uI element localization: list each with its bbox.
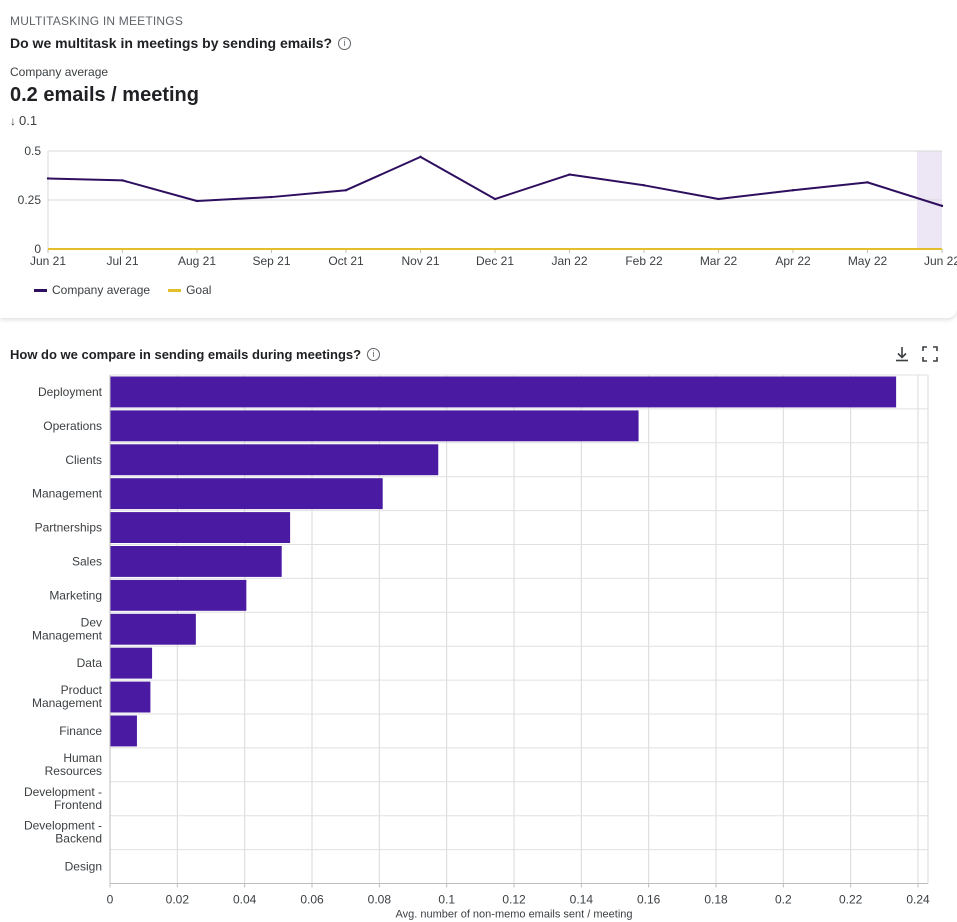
category-label: Marketing: [49, 588, 102, 602]
delta-value: 0.1: [19, 113, 38, 128]
y-tick-label: 0: [34, 242, 41, 256]
x-tick-label: May 22: [848, 254, 888, 268]
x-tick-label: Dec 21: [476, 254, 514, 268]
x-tick-label: 0.06: [300, 893, 324, 907]
bar: [110, 478, 383, 510]
x-tick-label: 0.12: [502, 893, 526, 907]
data-point-company-average: [195, 199, 199, 203]
legend-item-goal[interactable]: Goal: [168, 283, 211, 297]
x-tick-label: Jun 21: [30, 254, 66, 268]
company-average-label: Company average: [10, 65, 109, 79]
x-axis-label: Avg. number of non-memo emails sent / me…: [395, 909, 632, 921]
x-tick-label: 0.16: [637, 893, 661, 907]
category-label: Management: [32, 487, 103, 501]
category-label: Development -Backend: [24, 819, 102, 846]
x-tick-label: 0.22: [839, 893, 863, 907]
trend-card: MULTITASKING IN MEETINGS Do we multitask…: [0, 0, 957, 318]
bar: [110, 579, 247, 611]
x-tick-label: 0.14: [570, 893, 594, 907]
data-point-company-average: [270, 195, 273, 199]
legend-swatch-company-average: [34, 288, 47, 292]
data-point-company-average: [568, 173, 571, 176]
data-point-company-average: [121, 179, 124, 182]
bar-chart: 0 0.02 0.04 0.06 0.08 0.1 0.12 0.14 0.16 0.18 0.2 0…: [24, 374, 930, 921]
trend-delta: ↓ 0.1: [10, 113, 37, 128]
data-point-company-average: [717, 197, 720, 201]
bar: [110, 613, 196, 645]
x-tick-label: Aug 21: [178, 254, 216, 268]
data-point-company-average: [344, 189, 348, 192]
category-label: Data: [77, 656, 103, 670]
x-tick-label: Feb 22: [625, 254, 663, 268]
info-icon[interactable]: i: [338, 36, 352, 50]
data-point-company-average: [46, 177, 50, 180]
bar: [110, 546, 282, 577]
bar: [110, 444, 439, 476]
data-point-company-average: [940, 204, 944, 208]
legend-label-company-average: Company average: [52, 283, 151, 297]
x-tick-label: 0.04: [233, 893, 257, 907]
company-average-value: 0.2 emails / meeting: [10, 84, 199, 106]
category-label: Product Management: [32, 683, 103, 710]
x-tick-label: Nov 21: [401, 254, 439, 268]
category-label: Dev Management: [32, 615, 103, 642]
y-tick-label: 0.25: [18, 193, 42, 207]
y-tick-label: 0.5: [24, 144, 41, 158]
x-tick-label: 0.18: [704, 893, 728, 907]
x-tick-label: Jun 22: [924, 254, 957, 268]
legend-label-goal: Goal: [186, 283, 212, 297]
category-label: Human Resources: [45, 751, 102, 778]
data-point-company-average: [493, 197, 497, 201]
data-point-company-average: [419, 155, 422, 159]
bar: [110, 512, 291, 543]
section-label: MULTITASKING IN MEETINGS: [10, 14, 184, 28]
info-icon[interactable]: i: [367, 348, 381, 362]
x-tick-label: 0.08: [368, 893, 392, 907]
data-point-company-average: [866, 181, 869, 184]
category-label: Partnerships: [35, 521, 102, 535]
bar: [110, 410, 639, 442]
category-label: Sales: [72, 554, 102, 568]
x-tick-label: Mar 22: [700, 254, 738, 268]
fullscreen-icon[interactable]: [921, 345, 939, 363]
bar: [110, 681, 151, 713]
legend-item-company-average[interactable]: Company average: [34, 283, 150, 297]
data-point-company-average: [791, 189, 795, 192]
compare-chart-title: How do we compare in sending emails duri…: [10, 347, 381, 362]
bar: [110, 715, 137, 747]
category-label: Clients: [65, 453, 102, 467]
x-tick-label: 0.02: [166, 893, 190, 907]
category-label: Development -Frontend: [24, 785, 102, 812]
bar: [110, 376, 897, 408]
category-label: Finance: [59, 724, 102, 738]
download-icon[interactable]: [893, 345, 911, 363]
category-label: Design: [65, 860, 102, 874]
x-tick-label: 0.2: [775, 893, 792, 907]
x-tick-label: Jul 21: [106, 254, 138, 268]
x-tick-label: Jan 22: [551, 254, 587, 268]
x-tick-label: 0.24: [906, 893, 930, 907]
x-tick-label: Apr 22: [775, 254, 811, 268]
arrow-down-icon: ↓: [10, 114, 16, 128]
category-label: Operations: [43, 419, 102, 433]
compare-chart-title-text: How do we compare in sending emails duri…: [10, 347, 362, 362]
legend-swatch-goal: [168, 288, 182, 292]
x-tick-label: 0.1: [438, 893, 455, 907]
trend-chart-title: Do we multitask in meetings by sending e…: [10, 35, 352, 51]
x-tick-label: 0: [107, 893, 114, 907]
bar: [110, 647, 153, 679]
x-tick-label: Sep 21: [252, 254, 290, 268]
category-label: Deployment: [38, 385, 103, 399]
data-point-company-average: [642, 184, 646, 187]
line-chart: 0 0.25 0.5 Jun 21 Jul 21 Aug 21 Sep 21 Oct 21 No…: [18, 144, 957, 268]
trend-chart-title-text: Do we multitask in meetings by sending e…: [10, 35, 333, 51]
x-tick-label: Oct 21: [328, 254, 364, 268]
line-chart-legend: Company average Goal: [34, 283, 229, 297]
